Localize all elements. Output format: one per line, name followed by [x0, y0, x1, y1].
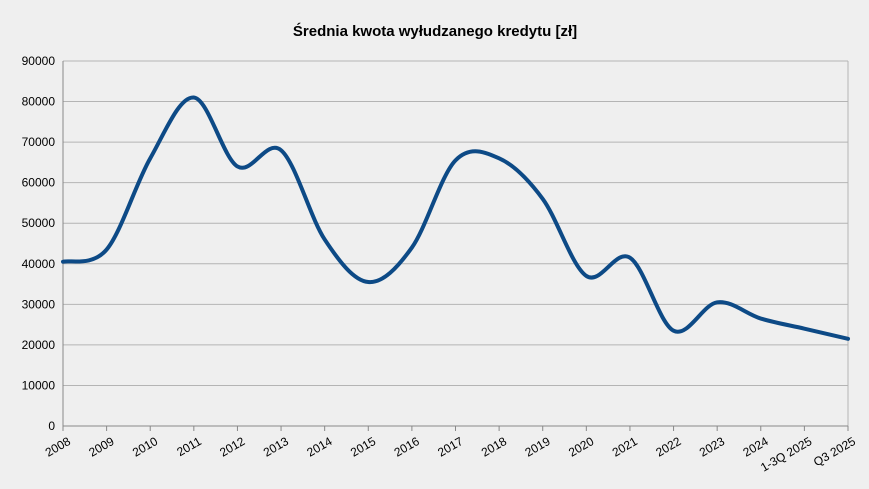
x-tick-label: 2017 — [435, 434, 465, 460]
x-tick-label: 2008 — [43, 434, 73, 460]
x-tick-label: 2013 — [261, 434, 291, 460]
y-tick-label: 0 — [48, 419, 55, 433]
x-tick-label: 2012 — [217, 434, 247, 460]
chart-title: Średnia kwota wyłudzanego kredytu [zł] — [293, 22, 577, 40]
x-tick-label: 2021 — [610, 434, 640, 460]
x-tick-label: 2015 — [348, 434, 378, 460]
x-tick-label: 2024 — [741, 434, 771, 460]
x-axis-ticks: 2008 2009 2010 2011 2012 2013 2014 2015 2016 2017… — [43, 426, 858, 475]
x-tick-label: 2019 — [522, 434, 552, 460]
x-tick-label: 2009 — [86, 434, 116, 460]
x-tick-label: 2022 — [653, 434, 683, 460]
y-tick-label: 20000 — [22, 338, 56, 352]
y-tick-label: 10000 — [22, 378, 56, 392]
x-tick-label: 2011 — [174, 434, 204, 459]
series-line — [61, 95, 850, 341]
y-tick-label: 50000 — [22, 216, 56, 230]
y-tick-label: 30000 — [22, 297, 56, 311]
y-tick-label: 70000 — [22, 135, 56, 149]
y-tick-label: 40000 — [22, 257, 56, 271]
x-tick-label: 2023 — [697, 434, 727, 460]
axes — [62, 61, 849, 427]
x-tick-label: Q3 2025 — [811, 434, 858, 469]
gridlines — [63, 60, 848, 427]
y-tick-label: 80000 — [22, 95, 56, 109]
x-tick-label: 2020 — [566, 434, 596, 460]
x-tick-label: 2010 — [130, 434, 160, 460]
y-tick-label: 60000 — [22, 176, 56, 190]
x-tick-label: 2016 — [392, 434, 422, 460]
y-tick-label: 90000 — [22, 54, 56, 68]
x-tick-label: 2018 — [479, 434, 509, 460]
x-tick-label: 2014 — [304, 434, 334, 460]
y-axis-ticks: 0 10000 20000 30000 40000 50000 60000 70000 8000… — [22, 54, 56, 433]
series-group — [61, 95, 850, 341]
